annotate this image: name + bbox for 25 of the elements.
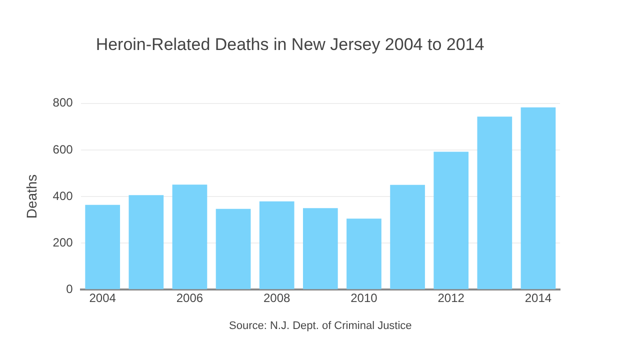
bar [128,195,164,290]
x-tick-label: 2012 [438,291,465,306]
bar [216,208,251,290]
bar [477,116,512,290]
bar [302,208,338,290]
y-tick-label: 0 [66,282,74,296]
x-tick-label: 2008 [263,291,291,306]
x-tick-label: 2014 [524,291,552,306]
bar [85,204,120,290]
y-tick-label: 600 [52,142,74,156]
bar [172,184,208,290]
y-tick-label: 400 [52,188,74,203]
chart-title: Heroin-Related Deaths in New Jersey 2004 to 2014 [96,34,484,54]
x-tick-label: 2004 [89,291,116,306]
x-tick-label: 2010 [350,291,378,306]
bar [434,152,469,290]
bar [390,184,425,290]
y-axis-title: Deaths [23,174,40,219]
y-tick-label: 200 [52,235,74,250]
bar [520,107,556,290]
y-tick-label: 800 [52,96,74,110]
source-note: Source: N.J. Dept. of Criminal Justice [229,320,412,332]
x-tick-label: 2006 [176,291,204,306]
bar [346,218,382,290]
bar [259,201,294,290]
